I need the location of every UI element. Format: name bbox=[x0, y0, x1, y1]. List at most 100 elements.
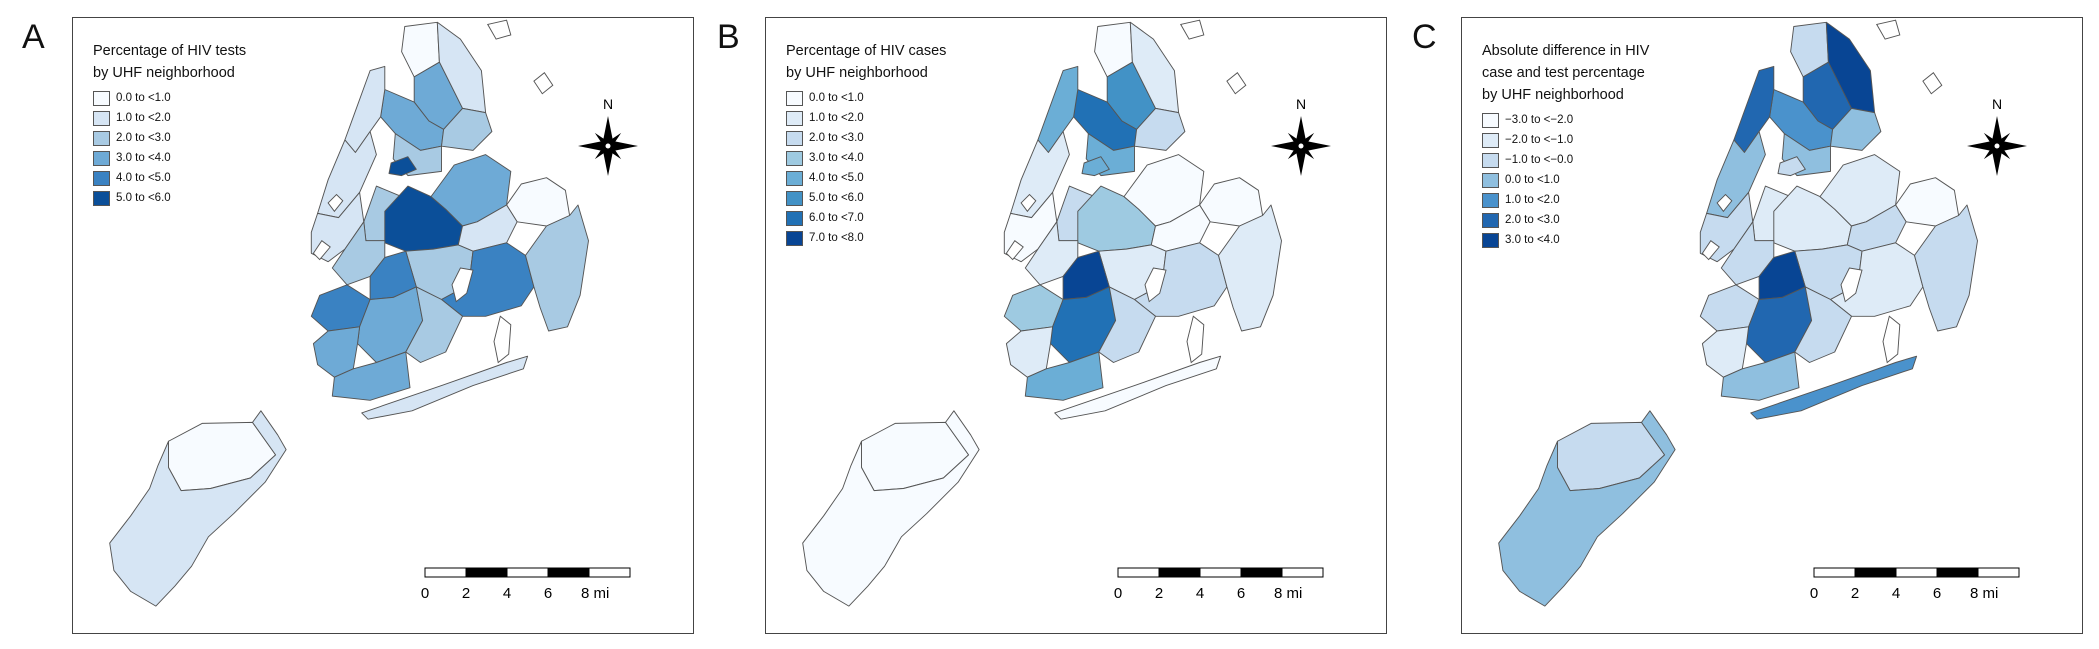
uhf-neighborhood-qn_far bbox=[1914, 204, 1978, 332]
legend-label: 2.0 to <3.0 bbox=[116, 132, 171, 144]
legend-item: −3.0 to <−2.0 bbox=[1482, 110, 1649, 130]
uhf-neighborhood-mn_c bbox=[1010, 131, 1070, 219]
scale-tick-label: 2 bbox=[1851, 585, 1859, 602]
uhf-neighborhood-bx_e bbox=[1830, 107, 1882, 151]
legend-item: −2.0 to <−1.0 bbox=[1482, 130, 1649, 150]
compass-n-label: N bbox=[603, 96, 613, 112]
uhf-neighborhood-bk_e bbox=[1720, 351, 1800, 401]
uhf-neighborhood-mn_c bbox=[317, 131, 377, 219]
legend-item: −1.0 to <−0.0 bbox=[1482, 150, 1649, 170]
scale-tick-label: 8 mi bbox=[1274, 585, 1302, 602]
legend-label: 4.0 to <5.0 bbox=[809, 172, 864, 184]
legend-item: 4.0 to <5.0 bbox=[93, 168, 246, 188]
uhf-neighborhood-bx_e bbox=[441, 107, 493, 151]
legend-title-a: Percentage of HIV tests by UHF neighborh… bbox=[93, 43, 247, 81]
island-outline bbox=[1144, 267, 1167, 303]
legend-label: 1.0 to <2.0 bbox=[1505, 194, 1560, 206]
legend-item: 0.0 to <1.0 bbox=[1482, 170, 1649, 190]
legend-item: 1.0 to <2.0 bbox=[786, 108, 946, 128]
scale-bar-segment bbox=[1813, 567, 1856, 578]
scale-tick-label: 2 bbox=[462, 585, 470, 602]
legend-rows-a: 0.0 to <1.0 1.0 to <2.0 2.0 to <3.0 3.0 to … bbox=[93, 88, 246, 208]
island-outline bbox=[1875, 19, 1901, 40]
legend-swatch bbox=[1482, 132, 1499, 148]
legend-b: Percentage of HIV cases by UHF neighborh… bbox=[786, 40, 946, 248]
island-outline bbox=[1226, 72, 1247, 95]
legend-rows-c: −3.0 to <−2.0 −2.0 to <−1.0 −1.0 to <−0.0 0… bbox=[1482, 110, 1649, 250]
legend-label: 0.0 to <1.0 bbox=[1505, 174, 1560, 186]
uhf-neighborhood-bk_sw bbox=[1005, 326, 1054, 378]
island-outline bbox=[533, 72, 554, 95]
legend-label: 3.0 to <4.0 bbox=[1505, 234, 1560, 246]
map-panel-a: N 0 2 4 6 8 mi Percentage of HIV tests by UHF… bbox=[72, 17, 694, 634]
legend-swatch bbox=[786, 130, 803, 146]
uhf-neighborhood-bx_e bbox=[1134, 107, 1186, 151]
legend-item: 3.0 to <4.0 bbox=[1482, 230, 1649, 250]
scale-tick-label: 6 bbox=[1237, 585, 1245, 602]
north-arrow-icon bbox=[578, 116, 638, 176]
uhf-neighborhood-qn_e bbox=[506, 177, 571, 227]
scale-bar-segment bbox=[1977, 567, 2020, 578]
panel-letter-a: A bbox=[22, 18, 45, 56]
scale-tick-label: 6 bbox=[1933, 585, 1941, 602]
borough-regions bbox=[802, 19, 1282, 607]
map-panel-c: N 0 2 4 6 8 mi Absolute difference in HIV cas… bbox=[1461, 17, 2083, 634]
legend-item: 5.0 to <6.0 bbox=[93, 188, 246, 208]
legend-label: 2.0 to <3.0 bbox=[809, 132, 864, 144]
uhf-neighborhood-rock bbox=[361, 355, 529, 420]
legend-label: 6.0 to <7.0 bbox=[809, 212, 864, 224]
uhf-neighborhood-bk_se bbox=[405, 286, 463, 363]
legend-label: 3.0 to <4.0 bbox=[116, 152, 171, 164]
uhf-neighborhood-rikers bbox=[1777, 156, 1806, 177]
legend-label: 4.0 to <5.0 bbox=[116, 172, 171, 184]
uhf-neighborhood-mn_c bbox=[1706, 131, 1766, 219]
uhf-neighborhood-bk_sw bbox=[312, 326, 361, 378]
legend-item: 1.0 to <2.0 bbox=[1482, 190, 1649, 210]
scale-tick-label: 4 bbox=[1196, 585, 1204, 602]
scale-tick-label: 6 bbox=[544, 585, 552, 602]
island-outline bbox=[1701, 240, 1720, 261]
scale-tick-label: 0 bbox=[421, 585, 429, 602]
scale-bar-segment bbox=[588, 567, 631, 578]
legend-c: Absolute difference in HIV case and test… bbox=[1482, 40, 1649, 250]
uhf-neighborhood-rock bbox=[1750, 355, 1918, 420]
legend-swatch bbox=[1482, 212, 1499, 228]
uhf-neighborhood-si_s bbox=[1498, 410, 1676, 607]
legend-swatch bbox=[93, 170, 110, 186]
uhf-neighborhood-qn_e bbox=[1895, 177, 1960, 227]
panel-letter-c: C bbox=[1412, 18, 1437, 56]
nyc-choropleth-map-a: N 0 2 4 6 8 mi bbox=[109, 19, 638, 607]
legend-swatch bbox=[93, 190, 110, 206]
uhf-neighborhood-rikers bbox=[388, 156, 417, 177]
borough-regions bbox=[109, 19, 589, 607]
panel-letter-b: B bbox=[717, 18, 740, 56]
legend-swatch bbox=[93, 90, 110, 106]
legend-swatch bbox=[1482, 152, 1499, 168]
scale-bar-segment bbox=[424, 567, 467, 578]
nyc-choropleth-map-c: N 0 2 4 6 8 mi bbox=[1498, 19, 2027, 607]
legend-swatch bbox=[1482, 192, 1499, 208]
uhf-neighborhood-bk_se bbox=[1098, 286, 1156, 363]
legend-label: 5.0 to <6.0 bbox=[116, 192, 171, 204]
scale-bar-segment bbox=[1240, 567, 1283, 578]
legend-label: 7.0 to <8.0 bbox=[809, 232, 864, 244]
scale-tick-label: 2 bbox=[1155, 585, 1163, 602]
island-outline bbox=[1840, 267, 1863, 303]
scale-bar-segment bbox=[465, 567, 508, 578]
legend-item: 0.0 to <1.0 bbox=[786, 88, 946, 108]
legend-item: 7.0 to <8.0 bbox=[786, 228, 946, 248]
island-outline bbox=[1716, 193, 1733, 213]
legend-label: 5.0 to <6.0 bbox=[809, 192, 864, 204]
uhf-neighborhood-si_s bbox=[109, 410, 287, 607]
island-outline bbox=[327, 193, 344, 213]
legend-swatch bbox=[786, 210, 803, 226]
island-outline bbox=[312, 240, 331, 261]
legend-label: −1.0 to <−0.0 bbox=[1505, 154, 1574, 166]
legend-item: 2.0 to <3.0 bbox=[1482, 210, 1649, 230]
uhf-neighborhood-bk_se bbox=[1794, 286, 1852, 363]
scale-bar: 0 2 4 6 8 mi bbox=[421, 567, 631, 602]
uhf-neighborhood-qn_e bbox=[1199, 177, 1264, 227]
island-outline bbox=[451, 267, 474, 303]
island-outline bbox=[1179, 19, 1205, 40]
nyc-choropleth-map-b: N 0 2 4 6 8 mi bbox=[802, 19, 1331, 607]
